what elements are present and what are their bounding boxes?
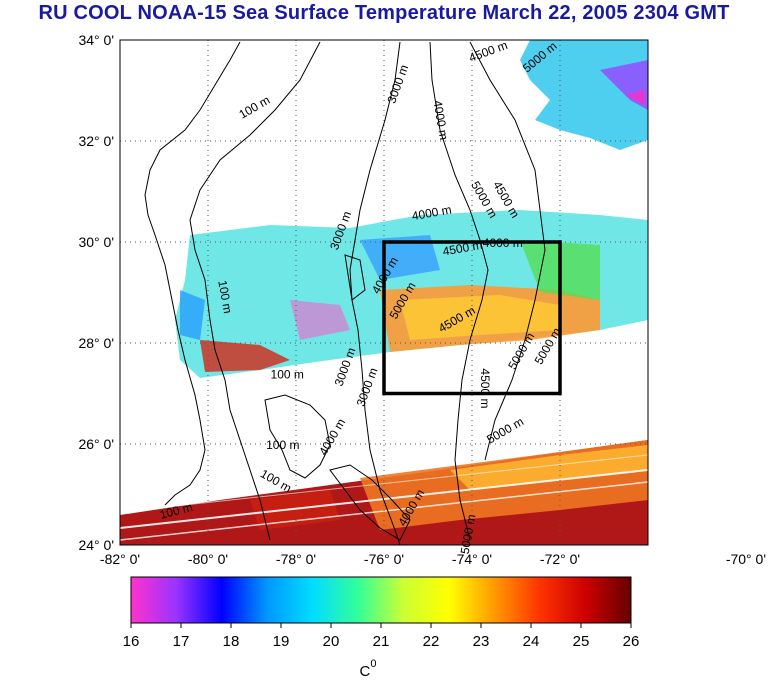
lon-label: -72° 0' [540,551,580,567]
contour-label: 4000 m [430,99,451,141]
lat-label: 28° 0' [78,335,114,351]
longitude-labels: -82° 0' -80° 0' -78° 0' -76° 0' -74° 0' -72° … [100,551,766,567]
study-area-box [382,240,562,396]
contour-4000m [429,41,489,541]
colorbar-unit-label: C0 [360,658,377,680]
colorbar-tick-label: 20 [323,633,340,650]
colorbar-tick-label: 23 [473,633,490,650]
lat-label: 24° 0' [78,537,114,553]
sst-data-layer [120,40,648,545]
colorbar-tick-label: 25 [573,633,590,650]
lat-label: 34° 0' [78,32,114,48]
lon-label: -82° 0' [100,551,140,567]
colorbar-tick-label: 21 [373,633,390,650]
coastline [144,41,546,545]
lon-label: -74° 0' [452,551,492,567]
colorbar-ticks: 16 17 18 19 20 21 22 23 24 25 26 [123,623,640,650]
colorbar-bar [130,576,632,624]
latitude-labels: 34° 0' 32° 0' 30° 0' 28° 0' 26° 0' 24° 0' [78,32,114,553]
lat-label: 26° 0' [78,436,114,452]
contour-label: 100 m [271,367,304,381]
colorbar: 16 17 18 19 20 21 22 23 24 25 26 C0 [123,576,640,680]
colorbar-tick-label: 19 [273,633,290,650]
contour-label: 4500 m [478,368,492,408]
us-southeast-coastline [144,41,241,506]
colorbar-tick-label: 24 [523,633,540,650]
shelf-100m-contour [189,41,321,541]
contour-label: 100 m [215,279,235,314]
lon-label: -76° 0' [364,551,404,567]
lat-label: 30° 0' [78,234,114,250]
bahamas-outline [264,394,331,479]
lon-label: -70° 0' [726,551,766,567]
colorbar-tick-label: 16 [123,633,140,650]
lon-label: -80° 0' [188,551,228,567]
lat-label: 32° 0' [78,133,114,149]
plot-frame [119,39,649,546]
contour-label: 100 m [266,438,299,452]
lon-label: -78° 0' [276,551,316,567]
contour-label: 4000 m [411,202,453,223]
colorbar-tick-label: 26 [623,633,640,650]
colorbar-tick-label: 17 [173,633,190,650]
colorbar-tick-label: 18 [223,633,240,650]
colorbar-tick-label: 22 [423,633,440,650]
page-title: RU COOL NOAA-15 Sea Surface Temperature … [38,2,730,24]
